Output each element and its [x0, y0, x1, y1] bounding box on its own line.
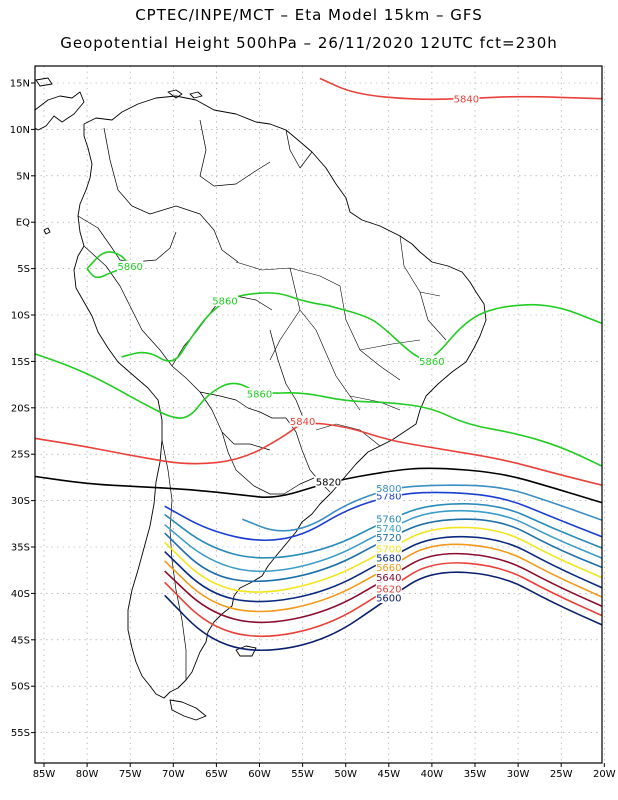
contour-label-5760: 5760: [376, 515, 401, 526]
contour-label-5860: 5860: [212, 297, 237, 308]
lon-label: 60W: [248, 769, 271, 780]
contour-label-5860: 5860: [419, 357, 444, 368]
country-borders: [77, 119, 331, 680]
contour-label-bg: [375, 571, 402, 583]
lon-label: 55W: [291, 769, 314, 780]
lon-label: 20W: [593, 769, 616, 780]
lon-label: 75W: [119, 769, 142, 780]
contour-label-bg: [453, 92, 480, 104]
contour-label-5680: 5680: [376, 554, 401, 565]
contour-5640: [164, 552, 602, 624]
contour-label-bg: [375, 582, 402, 594]
lon-label: 25W: [550, 769, 573, 780]
contour-5840: [35, 422, 602, 487]
lon-label: 85W: [33, 769, 56, 780]
contour-label-bg: [212, 295, 239, 307]
contour-label-bg: [117, 260, 144, 272]
contour-label-5780: 5780: [376, 491, 401, 502]
contour-5760: [164, 502, 602, 559]
contour-5700: [164, 526, 602, 593]
contour-label-bg: [375, 513, 402, 525]
lat-label: 10S: [11, 311, 30, 322]
lat-label: 30S: [11, 496, 30, 507]
contour-label-bg: [375, 489, 402, 501]
lat-label: 40S: [11, 589, 30, 600]
contour-label-bg: [375, 552, 402, 564]
plot-area: [35, 66, 602, 763]
contour-lines: [35, 77, 602, 652]
lon-label: 65W: [205, 769, 228, 780]
contour-5720: [164, 518, 602, 583]
lon-label: 40W: [421, 769, 444, 780]
lat-label: 5N: [16, 171, 30, 182]
contour-label-bg: [418, 355, 445, 367]
contour-label-bg: [375, 542, 402, 554]
lat-label: 5S: [17, 264, 30, 275]
contour-5860: [35, 353, 602, 467]
contour-label-bg: [289, 415, 316, 427]
contour-label-5600: 5600: [376, 594, 401, 605]
contour-5800: [242, 484, 602, 532]
lat-label: 10N: [10, 125, 30, 136]
lat-label: 50S: [11, 682, 30, 693]
contour-label-5860: 5860: [117, 262, 142, 273]
contour-label-5740: 5740: [376, 524, 401, 535]
lon-label: 35W: [464, 769, 487, 780]
contour-label-5840: 5840: [290, 417, 315, 428]
map-title-line2: Geopotential Height 500hPa – 26/11/2020 …: [60, 34, 558, 52]
contour-label-5840: 5840: [454, 94, 479, 105]
contour-label-bg: [246, 387, 273, 399]
lon-label: 80W: [76, 769, 99, 780]
longitude-labels: 85W 80W 75W 70W 65W 60W 55W 50W 45W 40W 35W 30W 25W 2…: [33, 763, 616, 780]
graticule-grid: [35, 66, 605, 763]
contour-label-bg: [375, 482, 402, 494]
contour-5740: [164, 509, 602, 573]
contour-label-bg: [315, 476, 342, 488]
lat-label: 55S: [11, 728, 30, 739]
lat-label: 20S: [11, 403, 30, 414]
contour-label-5640: 5640: [376, 573, 401, 584]
contour-5620: [164, 562, 602, 638]
contour-5600: [164, 571, 602, 652]
map-title-line1: CPTEC/INPE/MCT – Eta Model 15km – GFS: [135, 6, 483, 24]
contour-5780: [164, 491, 602, 542]
contour-label-5720: 5720: [376, 533, 401, 544]
contour-5840: [319, 77, 602, 101]
contour-label-5700: 5700: [376, 544, 401, 555]
contour-5860: [121, 292, 329, 362]
lat-label: 15S: [11, 357, 30, 368]
contour-label-bg: [375, 531, 402, 543]
lon-label: 30W: [507, 769, 530, 780]
lat-label: 25S: [11, 450, 30, 461]
lon-label: 50W: [334, 769, 357, 780]
coastline-central-america: [35, 91, 85, 131]
coastline-caribbean-islands: [35, 77, 203, 99]
latitude-labels: 15N 10N 5N EQ 5S 10S 15S 20S 25S 30S 35S 40S 45S 50S 5…: [10, 79, 35, 739]
lat-label: 35S: [11, 543, 30, 554]
contour-label-5800: 5800: [376, 484, 401, 495]
contour-label-5820: 5820: [316, 478, 341, 489]
contour-label-5860: 5860: [247, 389, 272, 400]
plot-frame: [34, 65, 603, 764]
lat-label: 45S: [11, 635, 30, 646]
coastline-galapagos: [43, 227, 51, 235]
contour-label-bg: [375, 522, 402, 534]
contour-5680: [164, 535, 602, 603]
lat-label: EQ: [16, 218, 30, 229]
contour-5820: [35, 467, 602, 504]
coastline-tierra-del-fuego: [169, 699, 207, 721]
contour-5660: [164, 543, 602, 613]
contour-label-5620: 5620: [376, 584, 401, 595]
lon-label: 70W: [162, 769, 185, 780]
contour-label-bg: [375, 592, 402, 604]
lat-label: 15N: [10, 79, 30, 90]
coastline-falklands: [235, 645, 257, 657]
contour-label-5660: 5660: [376, 563, 401, 574]
contour-label-bg: [375, 561, 402, 573]
lon-label: 45W: [377, 769, 400, 780]
